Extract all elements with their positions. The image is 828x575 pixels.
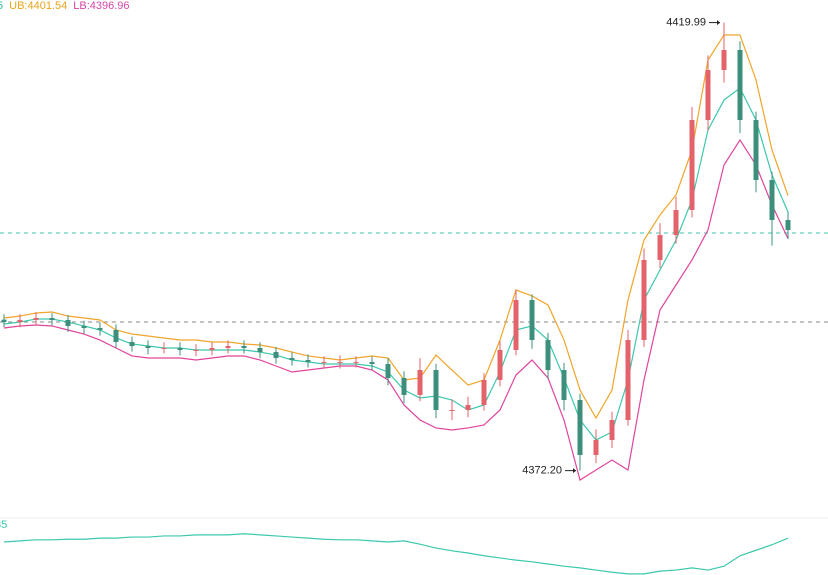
legend-entry: LB:4396.96 — [73, 0, 129, 12]
candle-body — [97, 328, 103, 330]
candle-body — [721, 49, 727, 71]
candle-body — [209, 348, 215, 350]
candle-body — [353, 361, 359, 363]
candle-body — [273, 352, 279, 359]
candle-body — [193, 349, 199, 351]
candle-body — [465, 405, 471, 410]
candle-body — [657, 235, 663, 260]
candle-body — [433, 370, 439, 410]
candle-body — [497, 349, 503, 380]
legend-entry: UB:4401.54 — [9, 0, 67, 12]
candle-body — [321, 361, 327, 363]
candle-body — [705, 70, 711, 120]
candle-body — [369, 361, 375, 365]
candle-body — [641, 259, 647, 341]
candle-body — [49, 318, 55, 320]
candle-body — [145, 346, 151, 348]
extreme-arrowhead — [717, 20, 720, 26]
indicator-label: 85 — [0, 519, 7, 531]
candle-body — [385, 364, 391, 378]
candle-body — [785, 220, 791, 230]
candle-body — [129, 342, 135, 347]
extreme-label: 4419.99 — [666, 17, 706, 29]
candle-body — [225, 346, 231, 348]
extreme-arrowhead — [573, 468, 576, 474]
candle-body — [673, 210, 679, 236]
candle-body — [81, 325, 87, 329]
candle-body — [241, 346, 247, 348]
band-line — [3, 87, 789, 441]
candle-body — [17, 319, 23, 323]
candle-body — [769, 180, 775, 221]
candle-body — [161, 348, 167, 349]
band-line — [3, 138, 789, 481]
candle-body — [609, 420, 615, 440]
candle-body — [417, 370, 423, 395]
band-line — [3, 34, 789, 420]
candle-body — [577, 400, 583, 455]
candle-body — [753, 120, 759, 180]
candle-body — [513, 300, 519, 350]
candle-body — [737, 49, 743, 120]
candle-body — [689, 120, 695, 210]
candle-body — [113, 330, 119, 342]
candle-body — [65, 319, 71, 326]
candle-body — [625, 340, 631, 420]
candle-body — [561, 370, 567, 401]
candle-body — [401, 378, 407, 395]
candle-body — [593, 439, 599, 455]
candle-body — [33, 318, 39, 320]
candle-body — [337, 361, 343, 363]
candle-body — [257, 348, 263, 353]
legend-entry: 5 — [0, 0, 3, 12]
candle-body — [1, 319, 7, 323]
candle-body — [481, 379, 487, 405]
candle-body — [545, 340, 551, 371]
extreme-label: 4372.20 — [522, 465, 562, 477]
candle-body — [529, 300, 535, 341]
candle-body — [449, 409, 455, 411]
candle-body — [177, 348, 183, 350]
candle-body — [289, 358, 295, 360]
candle-body — [305, 360, 311, 362]
indicator-line — [3, 533, 789, 575]
